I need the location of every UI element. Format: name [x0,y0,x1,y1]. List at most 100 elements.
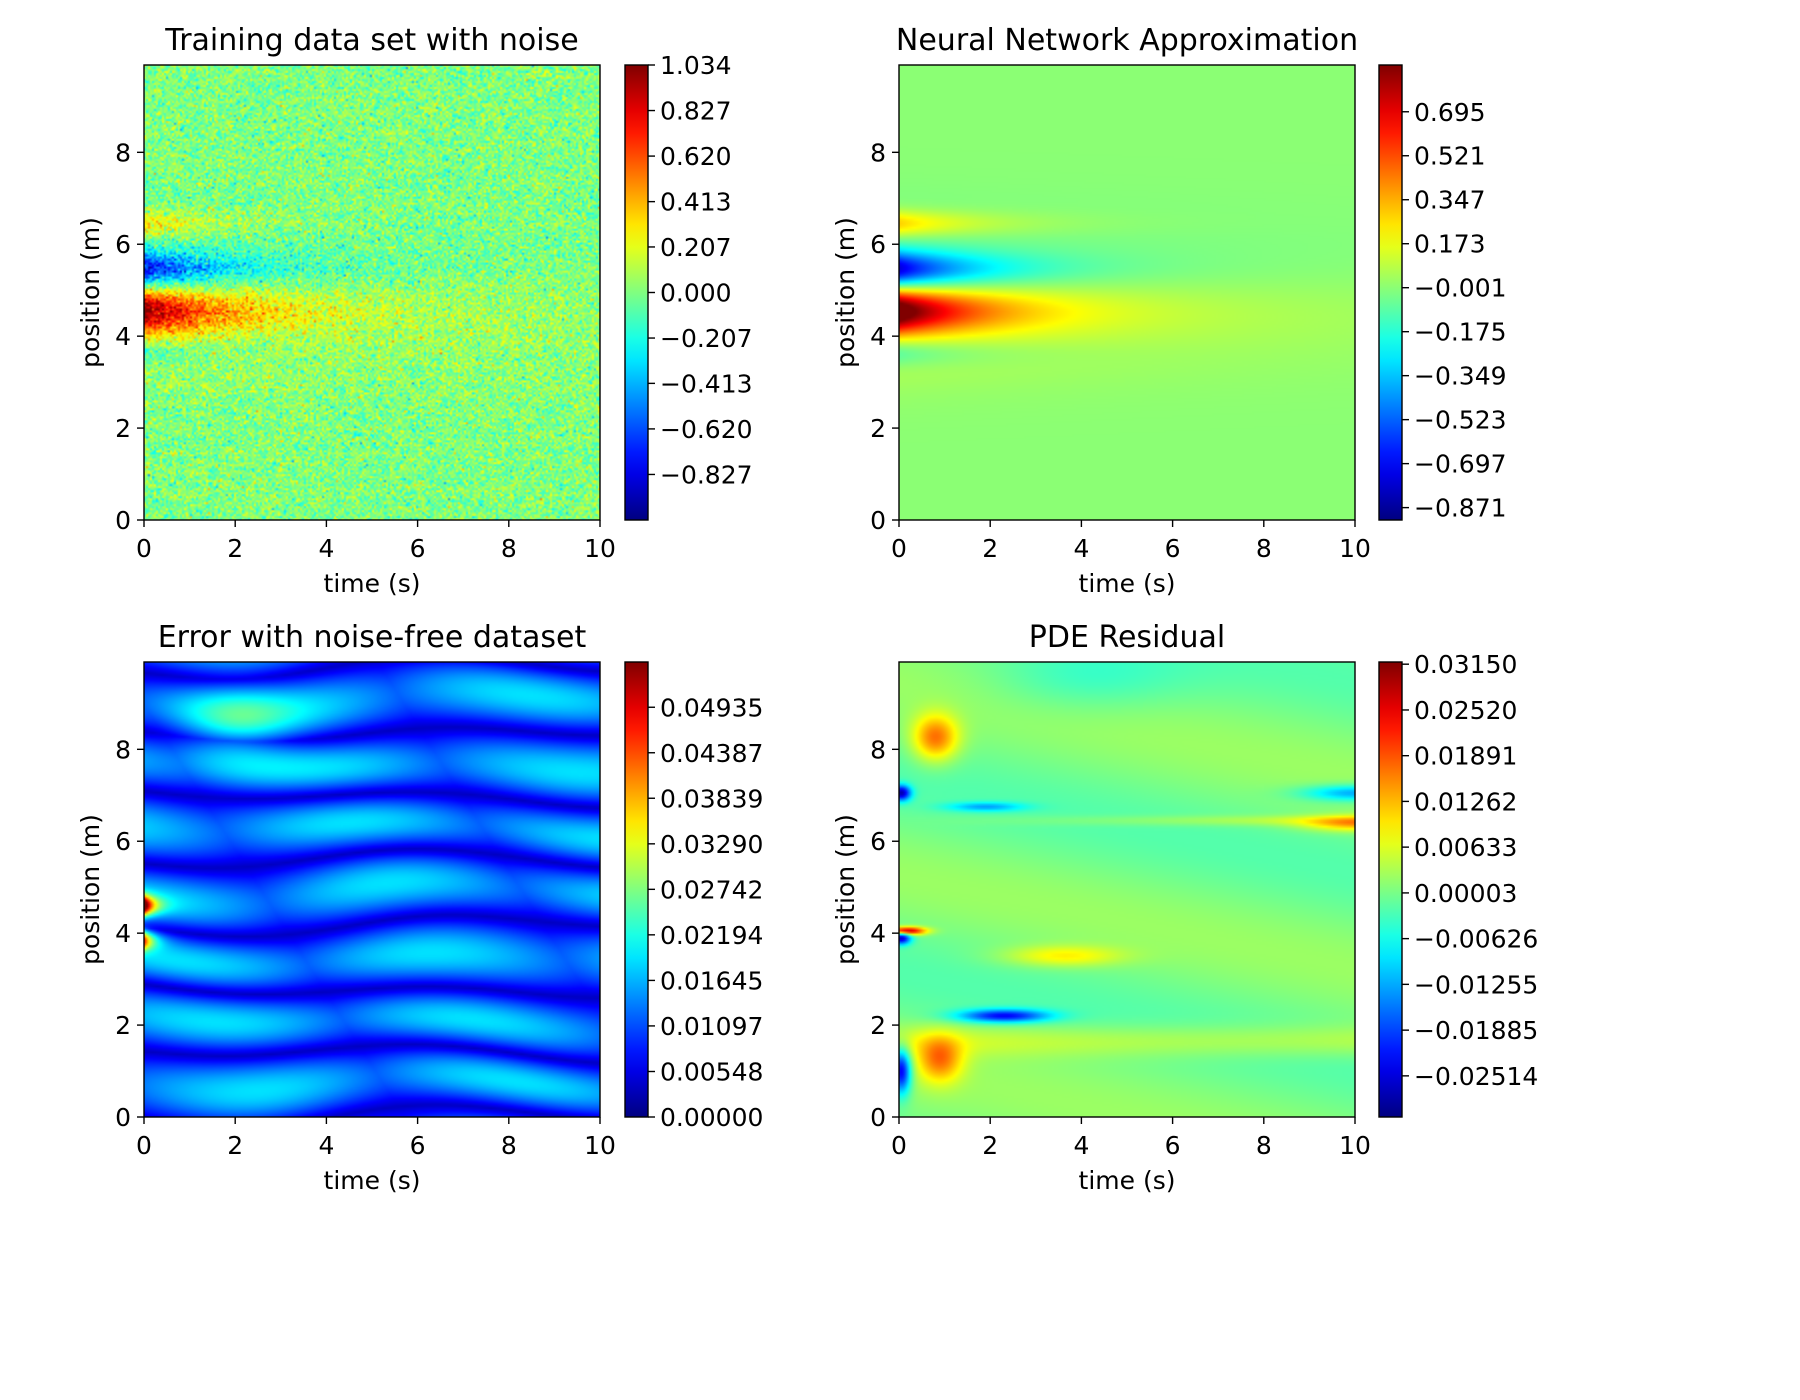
x-tick-label: 10 [1339,1131,1371,1160]
colorbar-tick-label: 0.04935 [660,693,763,722]
colorbar-tick-label: 0.03290 [660,830,763,859]
colorbar-tick-label: 0.000 [660,279,732,308]
heatmap-image [899,662,1355,1117]
axes-frame [898,64,1356,521]
axes-frame [143,64,601,521]
y-tick-label: 4 [115,322,131,351]
y-tick-label: 0 [870,1103,886,1132]
plot-title: PDE Residual [1029,620,1225,655]
subplot-noisy: Training data set with noise 0 2 4 6 8 10 0 2 4 6 8… [76,23,753,598]
colorbar-tick-label: 0.01645 [660,966,763,995]
x-tick-label: 2 [227,1131,243,1160]
x-tick-label: 0 [891,1131,907,1160]
x-tick-label: 6 [1165,1131,1181,1160]
x-tick-label: 0 [136,534,152,563]
colorbar-tick-label: 0.03150 [1414,650,1517,679]
colorbar [625,662,648,1117]
colorbar-tick-label: −0.349 [1414,362,1507,391]
axes-frame [898,661,1356,1118]
colorbar-tick-label: 0.03839 [660,784,763,813]
x-tick-label: 4 [1073,1131,1089,1160]
colorbar-tick-label: 0.00548 [660,1058,763,1087]
colorbar-tick-label: −0.02514 [1414,1062,1538,1091]
heatmap-image [144,662,600,1117]
colorbar-tick-label: 0.521 [1414,142,1486,171]
y-axis-label: position (m) [831,217,860,368]
y-axis-label: position (m) [76,217,105,368]
colorbar-tick-label: 0.413 [660,188,732,217]
y-tick-label: 2 [870,414,886,443]
colorbar-tick-label: 0.01262 [1414,787,1517,816]
colorbar-tick-label: 0.02742 [660,875,763,904]
heatmap-image [144,65,600,520]
y-tick-label: 4 [870,322,886,351]
x-axis-label: time (s) [324,569,421,598]
x-tick-label: 8 [501,534,517,563]
colorbar [1379,662,1402,1117]
colorbar-tick-label: 1.034 [660,51,732,80]
colorbar-tick-label: 0.620 [660,142,732,171]
colorbar [1379,65,1402,520]
y-axis-label: position (m) [76,814,105,965]
colorbar-tick-label: −0.871 [1414,494,1507,523]
x-tick-label: 0 [136,1131,152,1160]
y-tick-label: 8 [115,735,131,764]
colorbar-tick-label: −0.01885 [1414,1016,1538,1045]
x-tick-label: 4 [318,534,334,563]
colorbar-tick-label: −0.697 [1414,450,1507,479]
y-tick-label: 2 [870,1011,886,1040]
colorbar-frame [1378,661,1403,1118]
x-tick-label: 4 [318,1131,334,1160]
plot-title: Error with noise-free dataset [158,620,587,655]
x-tick-label: 6 [410,1131,426,1160]
colorbar-tick-label: 0.827 [660,97,732,126]
x-tick-label: 2 [227,534,243,563]
colorbar-tick-label: 0.02194 [660,921,763,950]
x-axis-label: time (s) [1079,569,1176,598]
colorbar-tick-label: −0.00626 [1414,925,1538,954]
colorbar [625,65,648,520]
colorbar-tick-label: 0.347 [1414,186,1486,215]
colorbar-tick-label: −0.207 [660,324,753,353]
colorbar-tick-label: −0.523 [1414,406,1507,435]
subplot-nn: Neural Network Approximation 0 2 4 6 8 10 0 2 4 6 8… [831,23,1507,598]
x-tick-label: 0 [891,534,907,563]
y-tick-label: 2 [115,1011,131,1040]
colorbar-tick-label: 0.01891 [1414,742,1517,771]
y-tick-label: 6 [115,827,131,856]
plot-title: Neural Network Approximation [896,23,1358,58]
plot-title: Training data set with noise [164,23,578,58]
colorbar-tick-label: 0.02520 [1414,696,1517,725]
x-tick-label: 6 [1165,534,1181,563]
x-tick-label: 2 [982,534,998,563]
x-tick-label: 2 [982,1131,998,1160]
y-tick-label: 8 [870,138,886,167]
x-tick-label: 6 [410,534,426,563]
x-tick-label: 8 [501,1131,517,1160]
colorbar-tick-label: 0.04387 [660,739,763,768]
colorbar-tick-label: −0.413 [660,369,753,398]
x-axis-label: time (s) [1079,1166,1176,1195]
colorbar-tick-label: 0.01097 [660,1012,763,1041]
colorbar-tick-label: 0.00003 [1414,879,1517,908]
colorbar-tick-label: 0.695 [1414,98,1486,127]
y-tick-label: 0 [115,506,131,535]
subplot-residual: PDE Residual 0 2 4 6 8 10 0 2 4 6 8 time (s) position… [831,620,1538,1195]
heatmap-image [899,65,1355,520]
colorbar-tick-label: −0.620 [660,415,753,444]
colorbar-tick-label: 0.00633 [1414,833,1517,862]
y-tick-label: 0 [870,506,886,535]
colorbar-tick-label: −0.827 [660,460,753,489]
x-tick-label: 4 [1073,534,1089,563]
y-tick-label: 6 [870,827,886,856]
subplot-error: Error with noise-free dataset 0 2 4 6 8 10 0 2 4 6… [76,620,763,1195]
y-tick-label: 8 [115,138,131,167]
x-tick-label: 8 [1256,534,1272,563]
y-tick-label: 4 [115,919,131,948]
x-tick-label: 10 [584,534,616,563]
x-tick-label: 8 [1256,1131,1272,1160]
colorbar-tick-label: −0.001 [1414,274,1507,303]
colorbar-tick-label: −0.01255 [1414,970,1538,999]
x-tick-label: 10 [584,1131,616,1160]
y-tick-label: 6 [870,230,886,259]
